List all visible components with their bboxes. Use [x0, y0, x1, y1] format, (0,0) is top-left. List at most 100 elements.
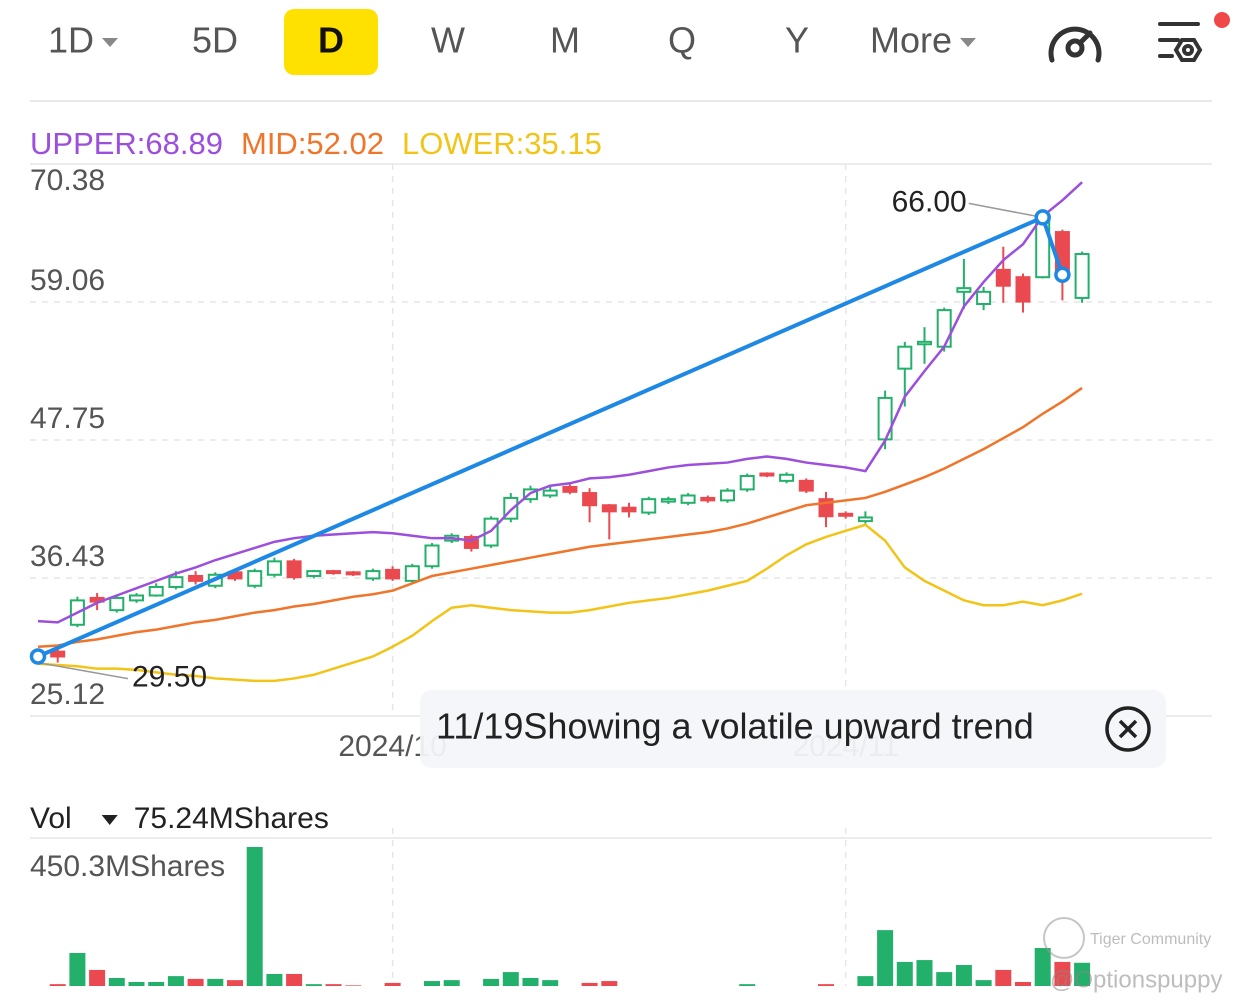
candle-body	[917, 340, 932, 346]
band-line	[37, 181, 1083, 624]
volume-bar	[857, 976, 874, 986]
volume-bar	[49, 984, 66, 986]
volume-caret	[101, 815, 118, 825]
legend-label: LOWER:35.15	[402, 126, 602, 161]
icon-gear-center	[1182, 44, 1194, 56]
y-tick-label: 25.12	[30, 678, 105, 711]
volume-bar	[69, 952, 86, 986]
tab[interactable]: More	[870, 20, 977, 61]
candle-body	[542, 489, 558, 497]
tab-active-bg	[284, 9, 378, 75]
volume-tick-label: 450.3MShares	[30, 850, 225, 883]
tab[interactable]: M	[550, 20, 580, 61]
volume-current: 75.24MShares	[134, 802, 329, 835]
y-tick-label: 70.38	[30, 164, 105, 197]
tab[interactable]: W	[431, 20, 465, 61]
volume-bar	[995, 969, 1012, 986]
y-tick-label: 36.43	[30, 540, 105, 573]
candle-body	[621, 506, 637, 513]
volume-bar	[108, 977, 125, 986]
candle-body	[779, 473, 795, 482]
trend-point	[1054, 266, 1071, 283]
volume-bar	[1015, 981, 1031, 986]
volume-bar	[266, 973, 283, 986]
candle-body	[838, 512, 854, 517]
candle-body	[562, 485, 578, 493]
annotation-leader	[37, 661, 129, 680]
tooltip-close[interactable]	[1105, 706, 1151, 752]
candle-body	[365, 570, 381, 580]
tab-label: W	[431, 20, 465, 61]
speed-icon[interactable]	[1048, 26, 1102, 63]
candle-body	[936, 309, 952, 348]
tab[interactable]: 5D	[192, 20, 238, 61]
volume-bar	[1034, 948, 1051, 986]
candle-body	[700, 496, 716, 502]
toolbar: 1D 5D D W M Q Y More	[48, 9, 977, 75]
annotation-label: 29.50	[132, 661, 207, 694]
volume-bar	[522, 977, 539, 986]
candle-body	[463, 535, 479, 549]
tab[interactable]: Q	[668, 20, 696, 61]
annotation-leader	[968, 202, 1043, 219]
candle-body	[956, 287, 972, 293]
gauge-arc	[1048, 26, 1102, 63]
volume-bar	[148, 981, 165, 986]
annotation-label: 66.00	[892, 185, 967, 218]
volume-bar	[739, 984, 756, 986]
candle-body	[404, 565, 420, 582]
candle-body	[266, 560, 282, 576]
volume-bar	[286, 973, 303, 986]
tab-label: 1D	[48, 20, 94, 61]
volume-bar	[896, 961, 913, 986]
tab[interactable]: Y	[785, 20, 809, 61]
watermark-user: @Optionspuppy	[1050, 966, 1222, 993]
volume-bar	[955, 965, 972, 986]
candle-body	[857, 516, 873, 523]
candle-body	[168, 576, 184, 588]
tab[interactable]: 1D	[48, 20, 119, 61]
gauge-center	[1065, 38, 1085, 58]
candle-body	[739, 474, 755, 491]
y-tick-label: 59.06	[30, 264, 105, 297]
legend-label: MID:52.02	[241, 126, 384, 161]
candle-body	[582, 492, 598, 507]
tooltip-text: 11/19Showing a volatile upward trend	[436, 706, 1034, 747]
tab-label: Q	[668, 20, 696, 61]
candle-body	[306, 570, 322, 577]
candle-body	[109, 596, 125, 612]
volume-bar	[187, 978, 204, 986]
y-tick-label: 47.75	[30, 402, 105, 435]
watermark-brand: Tiger Community	[1090, 931, 1211, 948]
icon-gear	[1173, 38, 1203, 62]
volume-chart: Vol 75.24MShares 450.3MShares	[30, 802, 1212, 986]
candle-body	[601, 504, 617, 513]
volume-bar	[601, 981, 618, 986]
volume-bar	[443, 980, 460, 986]
volume-bar	[305, 984, 322, 986]
volume-title: Vol	[30, 802, 72, 835]
candle-body	[660, 498, 676, 503]
settings-icon[interactable]	[1158, 12, 1230, 62]
candle-body	[759, 472, 775, 477]
band-line	[37, 523, 1083, 683]
tab-label: D	[318, 20, 344, 61]
candle-body	[148, 585, 164, 597]
candle-body	[385, 568, 401, 580]
volume-bar	[916, 960, 933, 986]
volume-bar	[542, 980, 559, 986]
candle-body	[188, 574, 204, 582]
candle-body	[326, 570, 341, 575]
tab-label: More	[870, 20, 952, 61]
tab[interactable]: D	[284, 9, 378, 75]
candle-body	[50, 650, 66, 658]
tab-label: M	[550, 20, 580, 61]
candle-body	[129, 594, 144, 602]
candle-body	[345, 571, 361, 576]
volume-bar	[424, 981, 440, 986]
band-line	[37, 386, 1083, 648]
candle-body	[897, 345, 913, 370]
volume-bar	[207, 978, 224, 986]
candle-body	[798, 479, 814, 492]
watermark-logo	[1043, 917, 1085, 959]
